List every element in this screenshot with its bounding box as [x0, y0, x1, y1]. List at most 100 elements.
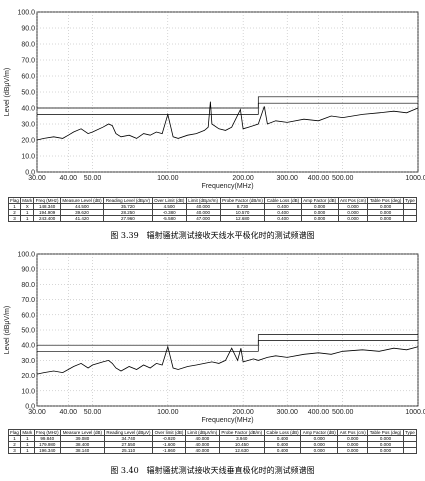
header-cell: Cable Loss (dB)	[263, 429, 302, 436]
limit-line	[37, 96, 418, 109]
cell: 25.110	[103, 447, 154, 454]
cell: 243.400	[33, 215, 61, 222]
cell: 1	[20, 447, 35, 454]
y-tick-label: 80.0	[21, 282, 35, 289]
y-tick-label: 30.0	[21, 358, 35, 365]
y-tick-label: 40.0	[21, 343, 35, 350]
header-cell: Mark	[20, 197, 35, 204]
y-tick-label: 80.0	[21, 42, 35, 49]
header-cell: Amp Factor (dB)	[300, 429, 339, 436]
cell: 0.400	[264, 215, 302, 222]
y-tick-label: 20.0	[21, 138, 35, 145]
y-tick-label: 70.0	[21, 297, 35, 304]
header-cell: Measure Level (dB)	[60, 429, 105, 436]
header-cell: Freq (MHz)	[33, 197, 61, 204]
limit-line	[37, 334, 418, 346]
y-axis-label: Level (dBμV/m)	[4, 68, 11, 116]
cell: 0.000	[367, 215, 404, 222]
y-tick-label: 90.0	[21, 26, 35, 33]
y-tick-label: 60.0	[21, 312, 35, 319]
y-tick-label: 0.0	[25, 404, 35, 411]
x-tick-label: 400.00	[308, 409, 330, 416]
y-tick-label: 50.0	[21, 328, 35, 335]
header-cell: Reading Level (dBμV)	[103, 429, 154, 436]
y-tick-label: 100.0	[17, 10, 35, 17]
x-tick-label: 40.00	[59, 175, 77, 182]
cell: 12.630	[218, 447, 265, 454]
header-row: Flag Mark Freq (MHz) Measure Level (dB) Read…	[7, 197, 418, 204]
header-cell: Type	[402, 429, 418, 436]
header-cell: Amp Factor (dB)	[300, 197, 339, 204]
y-tick-label: 10.0	[21, 388, 35, 395]
row: 3 1 196.340 38.140 25.110 -1.860 40.000 12.630 0…	[7, 447, 418, 454]
header-cell: Flag	[7, 429, 22, 436]
y-tick-label: 10.0	[21, 154, 35, 161]
header-cell: Mark	[20, 429, 35, 436]
y-tick-label: 90.0	[21, 267, 35, 274]
cell	[402, 447, 418, 454]
result-table: Flag Mark Freq (MHz) Measure Level (dB) Read…	[7, 197, 418, 222]
header-row: Flag Mark Freq (MHz) Measure Level (dB) Read…	[7, 429, 418, 436]
cell: 47.000	[185, 215, 221, 222]
x-tick-label: 40.00	[59, 409, 77, 416]
x-tick-label: 1000.00	[405, 175, 425, 182]
cell: 3	[7, 447, 22, 454]
cell: 0.000	[367, 447, 404, 454]
cell: 40.000	[184, 447, 220, 454]
limit-line	[37, 340, 418, 352]
y-tick-label: 20.0	[21, 373, 35, 380]
cell: 0.000	[300, 215, 339, 222]
header-cell: Reading Level (dBμV)	[103, 197, 153, 204]
x-tick-label: 200.00	[232, 175, 254, 182]
header-cell: Ant Pos (cm)	[337, 429, 369, 436]
result-table: Flag Mark Freq (MHz) Measure Level (dB) Read…	[7, 429, 418, 454]
header-cell: Table Pos (deg)	[367, 197, 404, 204]
x-tick-label: 300.00	[276, 409, 298, 416]
cell: -5.580	[151, 215, 187, 222]
y-tick-label: 0.0	[25, 170, 35, 177]
y-tick-label: 50.0	[21, 90, 35, 97]
x-axis-label: Frequency(MHz)	[201, 183, 253, 190]
x-axis-label: Frequency(MHz)	[201, 417, 253, 424]
header-cell: Limit (dBμV/m)	[184, 429, 220, 436]
y-tick-label: 30.0	[21, 122, 35, 129]
x-tick-label: 100.00	[157, 409, 179, 416]
y-tick-label: 100.0	[17, 252, 35, 259]
cell: 12.680	[219, 215, 266, 222]
cell: 0.000	[337, 215, 369, 222]
x-tick-label: 50.00	[84, 409, 102, 416]
y-tick-label: 70.0	[21, 58, 35, 65]
y-axis-label: Level (dBμV/m)	[4, 306, 11, 354]
limit-line	[37, 102, 418, 115]
cell: 38.140	[60, 447, 105, 454]
x-tick-label: 500.00	[332, 175, 354, 182]
cell: 1	[20, 215, 35, 222]
header-cell: Cable Loss (dB)	[264, 197, 302, 204]
cell: 27.960	[103, 215, 153, 222]
cell	[402, 215, 418, 222]
cell: 0.400	[263, 447, 302, 454]
cell: 3	[7, 215, 22, 222]
header-cell: Table Pos (deg)	[367, 429, 404, 436]
header-cell: Measure Level (dB)	[59, 197, 105, 204]
x-tick-label: 50.00	[84, 175, 102, 182]
header-cell: Freq (MHz)	[33, 429, 62, 436]
trace	[36, 345, 419, 375]
header-cell: Over Limit (dB)	[151, 197, 187, 204]
header-cell: Type	[402, 197, 418, 204]
cell: -1.860	[152, 447, 186, 454]
header-cell: Probe Factor (dB/m)	[219, 197, 266, 204]
cell: 41.420	[59, 215, 105, 222]
trace	[36, 101, 419, 141]
cell: 0.000	[300, 447, 339, 454]
row: 1 X 148.340 44.500 35.720 4.500 40.000 8.730 0.4…	[7, 203, 418, 210]
header-cell: Limit (dBμV/m)	[185, 197, 221, 204]
x-tick-label: 200.00	[232, 409, 254, 416]
x-tick-label: 300.00	[276, 175, 298, 182]
x-tick-label: 1000.00	[405, 409, 425, 416]
header-cell: Flag	[7, 197, 22, 204]
caption: 图 3.39 辐射骚扰测试接收天线水平极化时的测试频谱图	[110, 231, 315, 240]
cell: 0.000	[337, 447, 369, 454]
